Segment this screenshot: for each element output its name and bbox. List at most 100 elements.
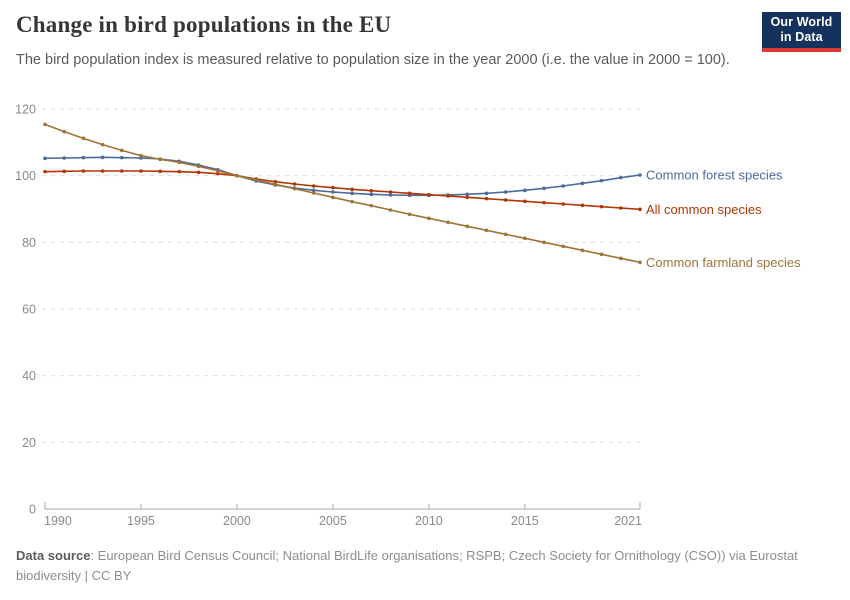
data-point-all-common-species-2016[interactable] — [542, 200, 546, 205]
data-source-note: Data source: European Bird Census Counci… — [16, 546, 806, 586]
data-point-common-farmland-species-2009[interactable] — [407, 212, 412, 217]
data-point-common-farmland-species-2017[interactable] — [561, 244, 566, 249]
data-point-common-farmland-species-2019[interactable] — [599, 252, 604, 257]
chart-area: 0 20 40 60 80 100 120 1990 1995 2000 2005 2010 2015 2… — [0, 98, 850, 538]
data-point-all-common-species-2002[interactable] — [273, 179, 278, 184]
data-point-common-farmland-species-2013[interactable] — [484, 228, 489, 233]
data-point-common-forest-species-1991[interactable] — [62, 156, 66, 160]
data-point-common-farmland-species-2015[interactable] — [523, 236, 527, 241]
data-point-all-common-species-1996[interactable] — [158, 169, 162, 174]
series-label-all-common-species: All common species — [646, 202, 762, 217]
data-point-all-common-species-2004[interactable] — [311, 184, 316, 188]
data-point-all-common-species-2005[interactable] — [331, 185, 335, 190]
data-point-common-farmland-species-2010[interactable] — [427, 216, 431, 221]
data-point-common-forest-species-2014[interactable] — [503, 190, 508, 194]
series-line-all-common-species[interactable] — [44, 170, 641, 211]
data-point-common-farmland-species-2016[interactable] — [542, 240, 546, 245]
data-point-common-farmland-species-1992[interactable] — [81, 136, 86, 141]
data-point-common-farmland-species-2007[interactable] — [369, 203, 374, 208]
data-point-common-forest-species-2007[interactable] — [369, 192, 374, 197]
data-point-common-farmland-species-1998[interactable] — [196, 164, 201, 169]
data-point-common-farmland-species-2001[interactable] — [254, 178, 258, 182]
data-point-common-forest-species-2019[interactable] — [599, 178, 604, 183]
data-point-common-forest-species-2013[interactable] — [484, 191, 489, 196]
data-point-common-forest-species-2017[interactable] — [561, 184, 566, 188]
data-point-common-farmland-species-1991[interactable] — [62, 129, 66, 134]
data-point-common-forest-species-2015[interactable] — [523, 188, 527, 193]
data-point-all-common-species-1994[interactable] — [119, 169, 124, 173]
data-source-text: : European Bird Census Council; National… — [16, 548, 798, 584]
data-point-common-forest-species-2012[interactable] — [465, 192, 470, 197]
data-point-all-common-species-2019[interactable] — [599, 204, 604, 209]
data-point-common-forest-species-2005[interactable] — [331, 190, 335, 194]
data-point-common-forest-species-2018[interactable] — [580, 181, 585, 186]
x-axis-label-2005: 2005 — [319, 514, 347, 528]
data-point-common-farmland-species-2005[interactable] — [331, 195, 335, 200]
data-point-all-common-species-1991[interactable] — [62, 169, 66, 174]
data-point-common-forest-species-2006[interactable] — [350, 191, 354, 196]
data-point-common-farmland-species-2000[interactable] — [235, 173, 239, 178]
x-axis-label-2010: 2010 — [415, 514, 443, 528]
data-point-all-common-species-2008[interactable] — [388, 190, 393, 194]
data-point-common-farmland-species-1994[interactable] — [119, 148, 124, 153]
x-axis-label-2015: 2015 — [511, 514, 539, 528]
owid-logo-line2: in Data — [780, 30, 823, 44]
data-point-common-farmland-species-2014[interactable] — [503, 232, 508, 237]
data-point-common-farmland-species-2012[interactable] — [465, 224, 470, 229]
data-point-common-farmland-species-2021[interactable] — [638, 260, 642, 265]
data-point-all-common-species-2012[interactable] — [465, 195, 470, 200]
data-point-all-common-species-2003[interactable] — [292, 182, 297, 186]
data-point-common-farmland-species-1996[interactable] — [158, 157, 162, 162]
owid-logo[interactable]: Our World in Data — [762, 12, 841, 52]
y-axis-label-80: 80 — [22, 236, 36, 250]
data-point-all-common-species-2021[interactable] — [638, 207, 642, 212]
data-point-all-common-species-1990[interactable] — [43, 169, 47, 174]
data-point-all-common-species-2014[interactable] — [503, 198, 508, 202]
data-point-common-farmland-species-2008[interactable] — [388, 208, 393, 212]
data-point-all-common-species-1995[interactable] — [139, 169, 143, 173]
data-point-all-common-species-1992[interactable] — [81, 169, 86, 173]
data-point-common-forest-species-1994[interactable] — [119, 155, 124, 160]
data-point-all-common-species-2007[interactable] — [369, 188, 374, 193]
data-point-all-common-species-2006[interactable] — [350, 187, 354, 192]
data-point-common-forest-species-2020[interactable] — [619, 175, 623, 180]
data-point-all-common-species-2017[interactable] — [561, 202, 566, 206]
data-point-all-common-species-1997[interactable] — [177, 169, 182, 174]
data-point-common-farmland-species-2002[interactable] — [273, 182, 278, 187]
data-point-common-forest-species-1993[interactable] — [100, 155, 105, 160]
data-point-all-common-species-2015[interactable] — [523, 199, 527, 204]
data-point-common-forest-species-2008[interactable] — [388, 193, 393, 197]
data-point-common-farmland-species-2006[interactable] — [350, 199, 354, 204]
data-point-all-common-species-1993[interactable] — [100, 169, 105, 173]
data-point-all-common-species-1998[interactable] — [196, 170, 201, 175]
data-point-all-common-species-2011[interactable] — [446, 194, 450, 198]
data-point-common-farmland-species-1990[interactable] — [43, 122, 47, 127]
data-point-all-common-species-2018[interactable] — [580, 203, 585, 208]
series-line-common-forest-species[interactable] — [44, 156, 641, 197]
data-point-common-forest-species-2016[interactable] — [542, 186, 546, 191]
data-point-common-farmland-species-2011[interactable] — [446, 220, 450, 225]
data-point-common-farmland-species-1993[interactable] — [100, 142, 105, 147]
data-point-common-farmland-species-1999[interactable] — [215, 168, 220, 173]
data-point-all-common-species-2009[interactable] — [407, 191, 412, 196]
line-chart: 0 20 40 60 80 100 120 1990 1995 2000 2005 2010 2015 2… — [15, 103, 801, 529]
data-point-all-common-species-1999[interactable] — [215, 171, 220, 176]
data-point-common-farmland-species-2018[interactable] — [580, 248, 585, 253]
x-axis-label-2000: 2000 — [223, 514, 251, 528]
data-point-common-forest-species-1992[interactable] — [81, 155, 86, 160]
data-point-common-farmland-species-1995[interactable] — [139, 153, 143, 158]
data-point-all-common-species-2020[interactable] — [619, 206, 623, 210]
series-label-common-farmland-species: Common farmland species — [646, 255, 801, 270]
data-point-all-common-species-2010[interactable] — [427, 192, 431, 197]
series-line-common-farmland-species[interactable] — [44, 123, 641, 264]
series-label-common-forest-species: Common forest species — [646, 168, 783, 183]
data-point-common-farmland-species-2020[interactable] — [619, 256, 623, 261]
data-point-common-forest-species-1990[interactable] — [43, 156, 47, 161]
data-point-common-farmland-species-1997[interactable] — [177, 160, 182, 165]
data-point-common-forest-species-2004[interactable] — [311, 188, 316, 193]
data-point-common-farmland-species-2003[interactable] — [292, 186, 297, 191]
data-point-common-forest-species-2021[interactable] — [638, 173, 642, 177]
data-point-all-common-species-2013[interactable] — [484, 196, 489, 201]
data-point-common-farmland-species-2004[interactable] — [311, 191, 316, 195]
